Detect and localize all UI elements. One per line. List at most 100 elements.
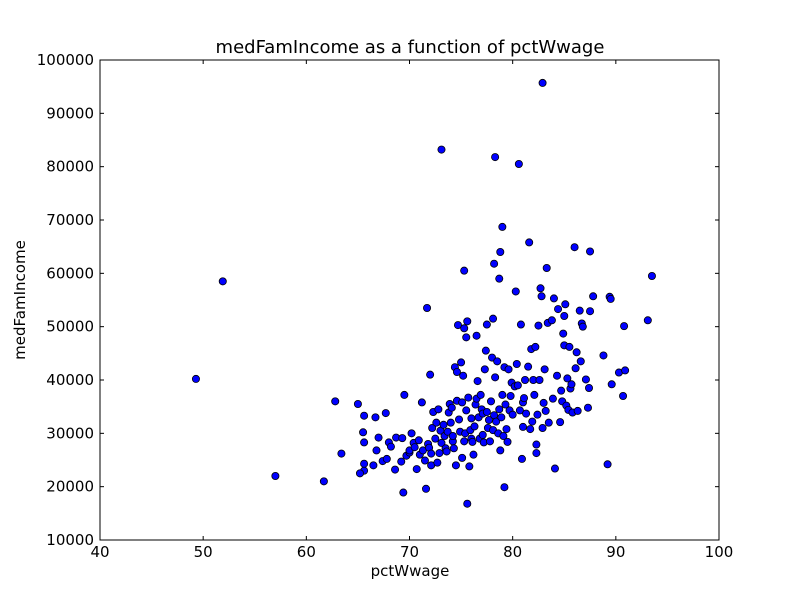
data-point [468, 437, 477, 446]
data-point [447, 403, 456, 412]
data-point [521, 375, 530, 384]
data-point [526, 425, 535, 434]
data-point [500, 483, 509, 492]
data-point [585, 383, 594, 392]
data-point [459, 371, 468, 380]
data-point [544, 418, 553, 427]
data-point [504, 365, 513, 374]
data-point [414, 436, 423, 445]
data-point [589, 292, 598, 301]
data-point [372, 446, 381, 455]
y-axis-ticks: 10000 20000 30000 40000 50000 60000 70000 80000… [37, 51, 719, 549]
data-point [397, 457, 406, 466]
data-point [572, 348, 581, 357]
x-axis-label: pctWwage [371, 562, 450, 580]
data-point [462, 406, 471, 415]
data-point [412, 465, 421, 474]
x-tick-label: 60 [297, 543, 316, 561]
data-point [643, 316, 652, 325]
data-point [382, 454, 391, 463]
y-tick-label: 90000 [46, 104, 94, 122]
data-point [428, 423, 437, 432]
x-tick-label: 80 [503, 543, 522, 561]
data-point [541, 406, 550, 415]
data-point [470, 422, 479, 431]
data-point [360, 438, 369, 447]
data-point [458, 398, 467, 407]
data-point [493, 357, 502, 366]
data-point [586, 307, 595, 316]
data-point [498, 222, 507, 231]
data-point [437, 438, 446, 447]
data-point [410, 443, 419, 452]
data-point [503, 437, 512, 446]
data-point [520, 394, 529, 403]
data-point [599, 351, 608, 360]
data-point [518, 422, 527, 431]
data-point [496, 247, 505, 256]
data-point [559, 329, 568, 338]
data-point [539, 398, 548, 407]
data-points [191, 78, 656, 508]
data-point [480, 365, 489, 374]
data-point [542, 263, 551, 272]
data-point [463, 317, 472, 326]
data-point [458, 453, 467, 462]
data-point [485, 437, 494, 446]
data-point [431, 434, 440, 443]
data-point [556, 418, 565, 427]
data-point [491, 153, 500, 162]
data-point [573, 406, 582, 415]
data-point [516, 320, 525, 329]
data-point [497, 413, 506, 422]
data-point [508, 410, 517, 419]
data-point [525, 238, 534, 247]
y-tick-label: 60000 [46, 264, 94, 282]
data-point [537, 292, 546, 301]
data-point [359, 428, 368, 437]
data-point [570, 243, 579, 252]
data-point [575, 306, 584, 315]
data-point [560, 311, 569, 320]
data-point [381, 409, 390, 418]
data-point [467, 414, 476, 423]
data-point [581, 375, 590, 384]
data-point [360, 411, 369, 420]
data-point [515, 406, 524, 415]
data-point [476, 390, 485, 399]
data-point [620, 322, 629, 331]
x-tick-label: 100 [705, 543, 734, 561]
data-point [434, 405, 443, 414]
data-point [369, 461, 378, 470]
data-point [432, 418, 441, 427]
data-point [460, 266, 469, 275]
data-point [522, 409, 531, 418]
data-point [501, 400, 510, 409]
data-point [603, 460, 612, 469]
data-point [386, 442, 395, 451]
data-point [561, 300, 570, 309]
data-point [462, 333, 471, 342]
y-axis-label: medFamIncome [11, 240, 29, 360]
y-tick-label: 10000 [46, 531, 94, 549]
y-tick-label: 80000 [46, 158, 94, 176]
data-point [647, 271, 656, 280]
data-point [563, 374, 572, 383]
data-point [506, 391, 515, 400]
data-point [567, 380, 576, 389]
data-point [460, 437, 469, 446]
data-point [502, 425, 511, 434]
y-tick-label: 70000 [46, 211, 94, 229]
data-point [534, 321, 543, 330]
data-point [399, 488, 408, 497]
data-point [533, 410, 542, 419]
data-point [531, 342, 540, 351]
data-point [550, 464, 559, 473]
data-point [583, 403, 592, 412]
data-point [530, 390, 539, 399]
x-tick-label: 50 [194, 543, 213, 561]
data-point [532, 449, 541, 458]
data-point [337, 449, 346, 458]
data-point [517, 454, 526, 463]
